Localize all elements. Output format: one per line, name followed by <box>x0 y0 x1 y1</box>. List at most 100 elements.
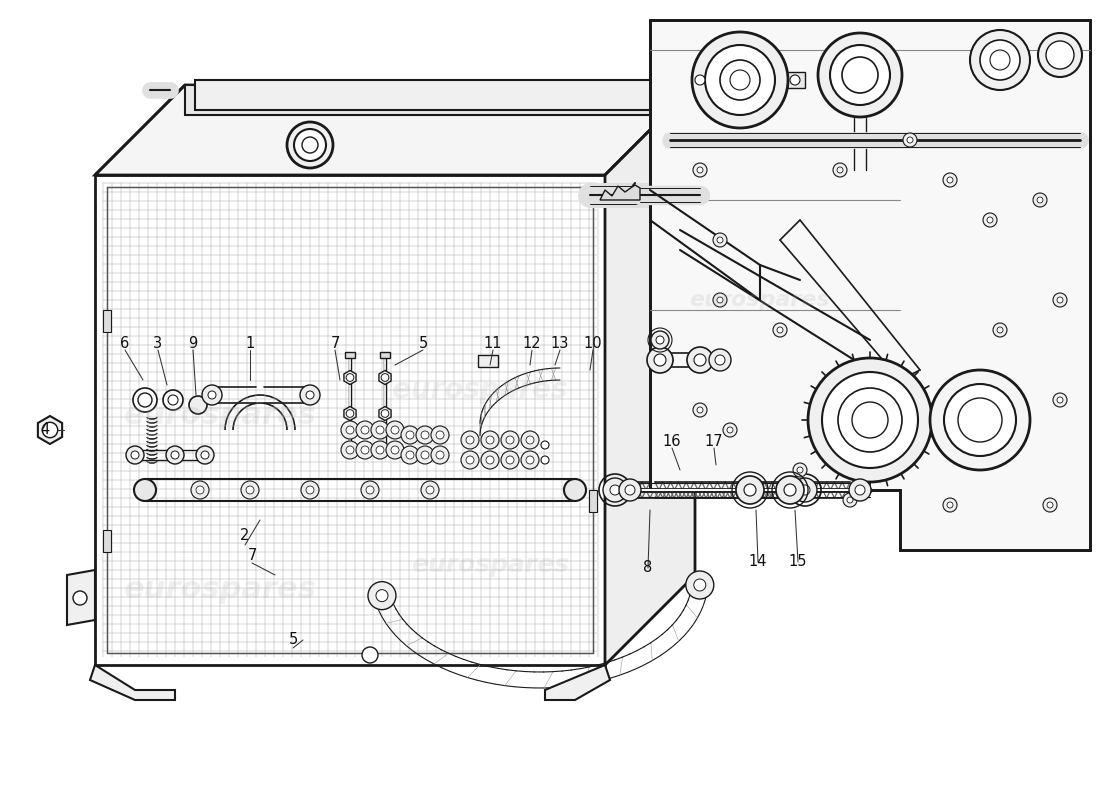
Circle shape <box>1043 498 1057 512</box>
Circle shape <box>833 163 847 177</box>
Circle shape <box>1047 502 1053 508</box>
Circle shape <box>381 410 389 418</box>
Circle shape <box>822 372 918 468</box>
Circle shape <box>361 426 368 434</box>
Circle shape <box>376 590 388 602</box>
Circle shape <box>717 237 723 243</box>
Text: eurospares: eurospares <box>123 401 317 430</box>
Circle shape <box>970 30 1030 90</box>
Circle shape <box>1038 33 1082 77</box>
Text: 10: 10 <box>584 335 603 350</box>
Text: 9: 9 <box>188 335 198 350</box>
Circle shape <box>694 579 706 591</box>
Circle shape <box>983 213 997 227</box>
Circle shape <box>855 485 865 495</box>
Circle shape <box>196 486 204 494</box>
Circle shape <box>361 481 379 499</box>
Circle shape <box>943 498 957 512</box>
Circle shape <box>294 129 326 161</box>
Bar <box>478 355 498 367</box>
Circle shape <box>697 407 703 413</box>
Polygon shape <box>90 665 175 700</box>
Circle shape <box>356 441 374 459</box>
Circle shape <box>341 421 359 439</box>
Circle shape <box>710 349 732 371</box>
Polygon shape <box>605 85 695 665</box>
Circle shape <box>421 481 439 499</box>
Circle shape <box>695 75 705 85</box>
Circle shape <box>980 40 1020 80</box>
Circle shape <box>371 441 389 459</box>
Circle shape <box>361 446 368 454</box>
Circle shape <box>798 467 803 473</box>
Circle shape <box>341 441 359 459</box>
Circle shape <box>390 446 399 454</box>
Circle shape <box>202 385 222 405</box>
Circle shape <box>500 431 519 449</box>
Circle shape <box>302 137 318 153</box>
Circle shape <box>713 293 727 307</box>
Circle shape <box>416 426 434 444</box>
Circle shape <box>727 427 733 433</box>
Circle shape <box>713 233 727 247</box>
Text: eurospares: eurospares <box>393 376 568 404</box>
Circle shape <box>42 422 57 438</box>
Circle shape <box>784 484 796 496</box>
Polygon shape <box>600 185 640 200</box>
Circle shape <box>346 446 354 454</box>
Text: 7: 7 <box>330 335 340 350</box>
Circle shape <box>654 354 666 366</box>
Circle shape <box>847 497 852 503</box>
Circle shape <box>131 451 139 459</box>
Circle shape <box>723 423 737 437</box>
Circle shape <box>908 137 913 143</box>
Circle shape <box>196 446 214 464</box>
Bar <box>107 187 593 653</box>
Circle shape <box>730 70 750 90</box>
Circle shape <box>849 479 871 501</box>
Circle shape <box>381 374 389 382</box>
Circle shape <box>697 167 703 173</box>
Circle shape <box>521 451 539 469</box>
Text: 15: 15 <box>789 554 807 570</box>
Text: 7: 7 <box>248 547 256 562</box>
Text: 16: 16 <box>662 434 681 450</box>
Circle shape <box>346 374 354 382</box>
Circle shape <box>852 402 888 438</box>
Circle shape <box>610 485 620 495</box>
Bar <box>345 352 355 358</box>
Circle shape <box>466 436 474 444</box>
Circle shape <box>656 336 664 344</box>
Circle shape <box>481 451 499 469</box>
Circle shape <box>416 446 434 464</box>
Polygon shape <box>185 85 695 115</box>
Circle shape <box>506 436 514 444</box>
Circle shape <box>930 370 1030 470</box>
Circle shape <box>603 478 627 502</box>
Text: 17: 17 <box>705 434 724 450</box>
Circle shape <box>386 441 404 459</box>
Circle shape <box>346 426 354 434</box>
Text: 5: 5 <box>288 633 298 647</box>
Text: eurospares: eurospares <box>411 553 569 577</box>
Bar <box>103 310 111 332</box>
Text: 4: 4 <box>41 422 50 438</box>
Circle shape <box>406 431 414 439</box>
Circle shape <box>163 390 183 410</box>
Circle shape <box>1037 197 1043 203</box>
Circle shape <box>287 122 333 168</box>
Circle shape <box>73 591 87 605</box>
Circle shape <box>800 485 810 495</box>
Circle shape <box>693 163 707 177</box>
Circle shape <box>944 384 1016 456</box>
Polygon shape <box>95 85 695 175</box>
Polygon shape <box>650 20 1090 550</box>
Circle shape <box>526 456 534 464</box>
Circle shape <box>697 352 703 358</box>
Circle shape <box>301 481 319 499</box>
Circle shape <box>1053 393 1067 407</box>
Circle shape <box>246 486 254 494</box>
Circle shape <box>300 385 320 405</box>
Circle shape <box>406 451 414 459</box>
Circle shape <box>693 348 707 362</box>
